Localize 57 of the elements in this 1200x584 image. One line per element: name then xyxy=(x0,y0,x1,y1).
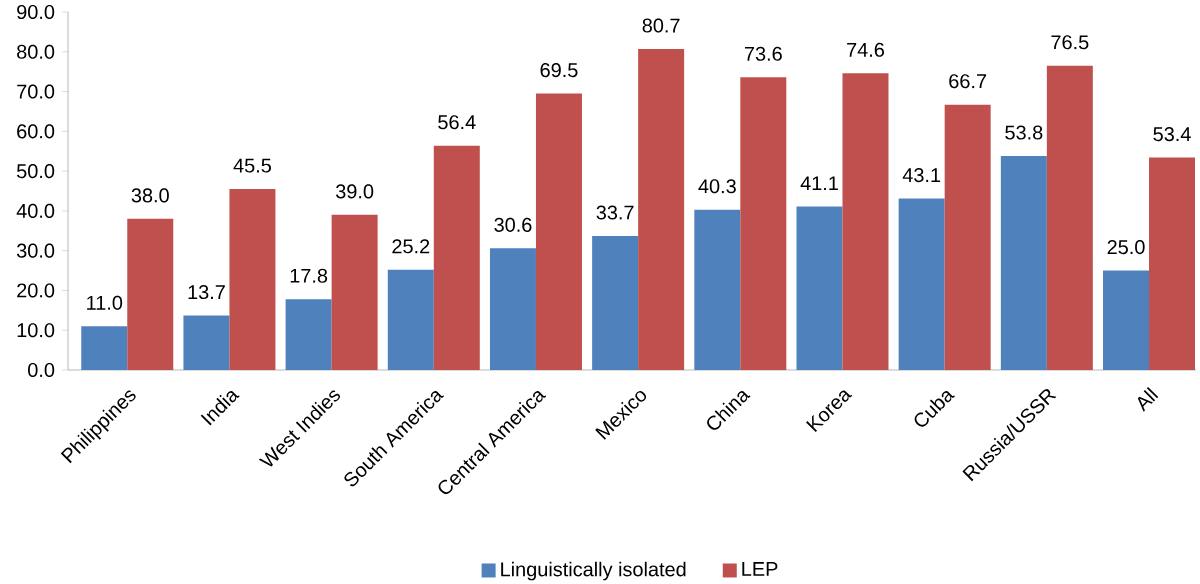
y-tick-label: 20.0 xyxy=(17,283,55,298)
bar xyxy=(535,93,582,370)
bar xyxy=(842,73,889,370)
y-tick-label: 80.0 xyxy=(17,44,55,59)
bar xyxy=(694,209,741,370)
data-label: 53.8 xyxy=(1005,125,1043,140)
data-label: 45.5 xyxy=(233,158,271,173)
bar xyxy=(592,235,639,370)
bar xyxy=(1046,65,1093,370)
y-tick-label: 10.0 xyxy=(17,323,55,338)
data-label: 53.4 xyxy=(1153,127,1191,142)
data-label: 74.6 xyxy=(847,42,885,57)
data-label: 25.0 xyxy=(1107,240,1145,255)
bar xyxy=(285,299,332,370)
y-tick-label: 40.0 xyxy=(16,203,55,218)
data-label: 30.6 xyxy=(494,217,532,232)
data-label: 17.8 xyxy=(290,268,328,283)
data-label: 39.0 xyxy=(335,184,374,199)
x-tick-label: All xyxy=(1137,386,1159,412)
bar xyxy=(796,206,843,370)
data-label: 56.4 xyxy=(438,115,476,130)
bar xyxy=(1103,270,1150,370)
data-label: 73.6 xyxy=(744,46,782,61)
data-label: 38.0 xyxy=(131,188,169,203)
legend-label: LEP xyxy=(742,562,778,576)
data-label: 80.7 xyxy=(642,18,680,33)
bar xyxy=(81,326,128,370)
bar xyxy=(229,189,276,370)
bar xyxy=(127,218,174,370)
y-tick-label: 70.0 xyxy=(17,84,55,99)
bar xyxy=(740,77,787,370)
bar xyxy=(1000,156,1047,370)
data-label: 33.7 xyxy=(596,205,634,220)
data-label: 13.7 xyxy=(188,285,225,300)
bar xyxy=(944,104,991,370)
y-tick-label: 90.0 xyxy=(17,4,55,20)
bar xyxy=(183,315,230,370)
y-tick-label: 30.0 xyxy=(16,243,55,258)
y-tick-label: 50.0 xyxy=(16,164,55,179)
data-label: 25.2 xyxy=(392,239,430,254)
data-label: 40.3 xyxy=(698,179,736,194)
data-label: 69.5 xyxy=(540,63,578,78)
y-tick-label: 60.0 xyxy=(17,124,55,139)
bar xyxy=(489,248,536,370)
data-label: 43.1 xyxy=(902,168,941,183)
data-label: 66.7 xyxy=(949,74,987,89)
bar xyxy=(331,214,378,370)
data-label: 11.0 xyxy=(87,295,123,310)
data-label: 76.5 xyxy=(1051,35,1089,50)
bar xyxy=(898,198,945,370)
bar xyxy=(433,145,480,370)
data-label: 41.1 xyxy=(800,176,838,191)
bar xyxy=(638,48,685,370)
bar xyxy=(387,269,434,370)
y-tick-label: 0.0 xyxy=(28,362,55,378)
legend-label: Linguistically isolated xyxy=(501,561,686,581)
bar xyxy=(1149,157,1196,370)
